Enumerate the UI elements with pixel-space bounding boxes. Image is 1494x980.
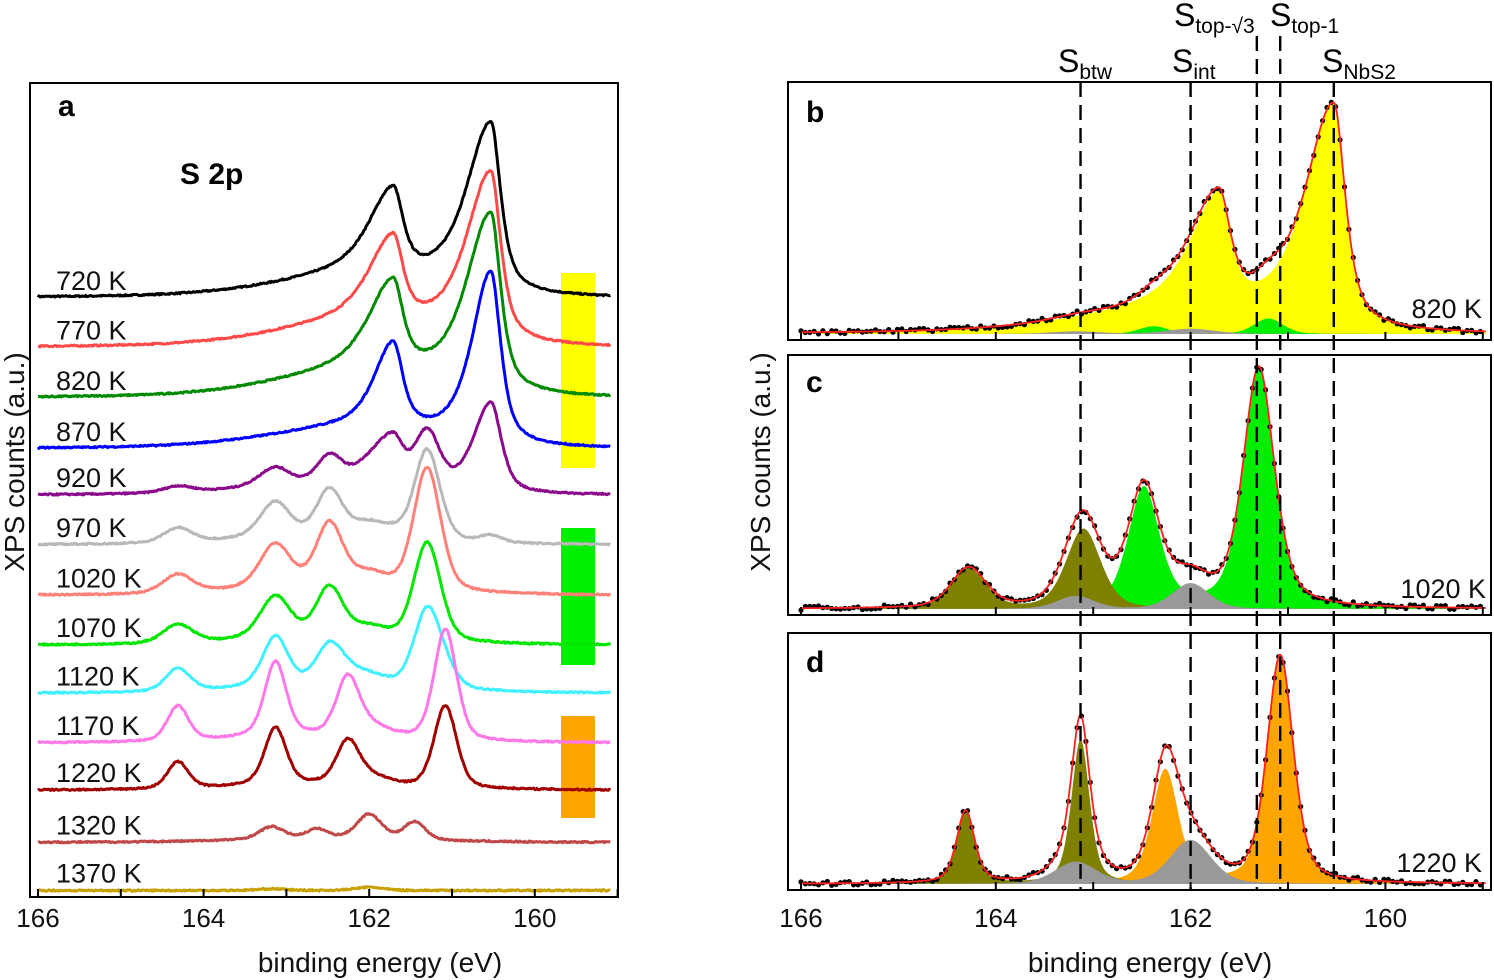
x-tick-label: 166 <box>779 903 822 933</box>
spectrum-curve-870k <box>36 269 611 450</box>
spectrum-curve-1020k <box>37 465 612 597</box>
fit-envelope-curve <box>801 365 1486 610</box>
panel-c <box>787 354 1492 616</box>
panel-a-label: a <box>58 90 75 123</box>
phase-bar <box>561 273 595 468</box>
spectrum-curve-770k <box>37 169 612 349</box>
panel-a-y-axis-label: XPS counts (a.u.) <box>0 352 30 571</box>
label-s-top-sqrt3: Stop-√3 <box>1174 0 1255 38</box>
panel-d-label: d <box>806 646 824 679</box>
panel-b-temperature: 820 K <box>1411 294 1482 324</box>
temperature-label: 1120 K <box>56 661 140 691</box>
x-tick-label: 166 <box>16 903 59 933</box>
x-tick-label: 164 <box>974 903 1017 933</box>
panel-c-temperature: 1020 K <box>1400 574 1486 604</box>
temperature-label: 820 K <box>56 366 127 396</box>
spectrum-curve-970k <box>37 446 612 547</box>
fit-envelope-curve <box>801 653 1486 885</box>
panel-d-x-axis-label: binding energy (eV) <box>1028 947 1272 978</box>
fit-component-fill <box>801 528 1486 609</box>
spectrum-curve-1170k <box>36 627 611 745</box>
panel-a-x-axis: 166 164 162 160 <box>16 889 619 933</box>
temperature-label: 1220 K <box>56 758 142 788</box>
panel-d-x-axis: 166 164 162 160 <box>779 903 1407 933</box>
label-s-int-main: S <box>1172 43 1193 79</box>
spectrum-curve-1220k <box>36 704 612 792</box>
reference-line-labels: Sbtw Sint Stop-√3 Stop-1 SNbS2 <box>1058 0 1396 84</box>
fit-component-fill <box>801 102 1486 335</box>
label-s-top-1-main: S <box>1270 0 1291 33</box>
panels-bcd: b c d 820 K 1020 K 1220 K 166 164 162 160 b… <box>745 0 1492 978</box>
label-s-nbs2-main: S <box>1322 43 1343 79</box>
x-tick-label: 164 <box>182 903 225 933</box>
s2p-annotation: S 2p <box>180 158 243 191</box>
x-tick-label: 160 <box>1364 903 1407 933</box>
fit-component-fill <box>801 367 1486 609</box>
label-s-int-sub: int <box>1193 61 1215 84</box>
panel-b-label: b <box>806 96 824 129</box>
panel-a-x-axis-label: binding energy (eV) <box>258 947 502 978</box>
label-s-top-1: Stop-1 <box>1270 0 1339 38</box>
temperature-label: 1070 K <box>56 613 142 643</box>
label-s-top-sqrt3-main: S <box>1174 0 1195 33</box>
panels-bcd-y-axis-label: XPS counts (a.u.) <box>745 352 776 571</box>
spectrum-curve-1370k <box>37 885 611 893</box>
label-s-int: Sint <box>1172 43 1216 84</box>
temperature-labels: 720 K 770 K 820 K 870 K 920 K 970 K 1020 K 1070… <box>56 266 142 889</box>
spectrum-curve-1320k <box>37 812 611 845</box>
panel-a-frame <box>29 82 619 898</box>
panel-b <box>787 81 1492 341</box>
spectrum-curve-920k <box>37 400 611 497</box>
spectrum-curve-820k <box>37 210 612 399</box>
label-s-btw-sub: btw <box>1079 61 1113 84</box>
temperature-label: 770 K <box>56 316 127 346</box>
fit-component-fill <box>801 328 1486 334</box>
temperature-label: 920 K <box>56 463 127 493</box>
label-s-nbs2: SNbS2 <box>1322 43 1396 84</box>
x-tick-label: 162 <box>348 903 391 933</box>
panel-d-frame <box>787 632 1492 891</box>
x-tick-label: 162 <box>1169 903 1212 933</box>
temperature-label: 870 K <box>56 417 127 447</box>
temperature-label: 970 K <box>56 513 127 543</box>
panel-b-frame <box>787 81 1492 341</box>
spectrum-curve-720k <box>36 120 612 299</box>
fit-component-fill <box>801 318 1486 334</box>
reference-lines <box>1079 36 1335 890</box>
temperature-label: 1170 K <box>56 711 140 741</box>
label-s-btw-main: S <box>1058 43 1079 79</box>
panel-a-curves <box>36 120 612 893</box>
spectrum-curve-1070k <box>37 540 612 647</box>
x-tick-label: 160 <box>513 903 556 933</box>
temperature-label: 720 K <box>56 266 127 296</box>
label-s-nbs2-sub: NbS2 <box>1343 61 1396 84</box>
panel-c-label: c <box>806 366 823 399</box>
phase-bar <box>561 716 595 818</box>
panel-a: a S 2p 720 K 770 K 820 K 870 K 920 K 970 K 102… <box>0 82 619 978</box>
temperature-label: 1320 K <box>56 810 142 840</box>
panel-d-temperature: 1220 K <box>1396 848 1482 878</box>
temperature-label: 1020 K <box>56 563 142 593</box>
label-s-top-1-sub: top-1 <box>1291 15 1339 38</box>
label-s-btw: Sbtw <box>1058 43 1113 84</box>
spectrum-curve-1120k <box>37 604 612 695</box>
temperature-label: 1370 K <box>56 858 142 888</box>
label-s-top-sqrt3-sub: top-√3 <box>1195 15 1254 38</box>
fit-envelope-curve <box>801 101 1486 334</box>
fit-component-fill <box>801 739 1486 884</box>
panel-d <box>787 632 1492 891</box>
